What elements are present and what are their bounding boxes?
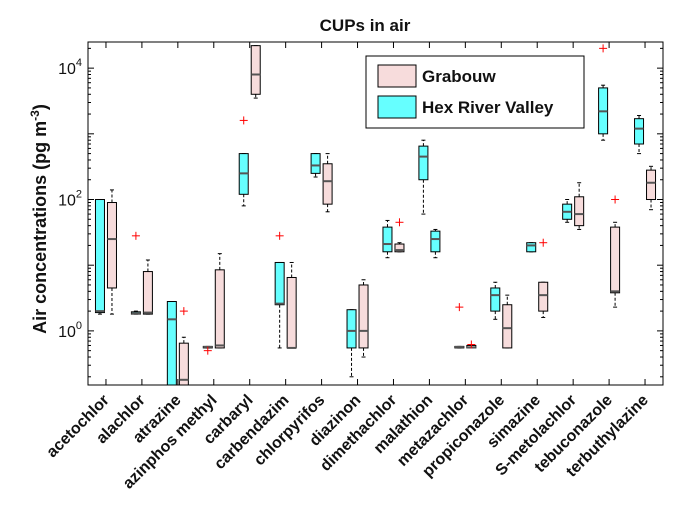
box-body xyxy=(94,199,105,314)
box-hex-river-valley-diazinon xyxy=(346,309,357,378)
box-body xyxy=(250,45,261,95)
box-hex-river-valley-propiconazole xyxy=(490,281,501,320)
box-body xyxy=(538,281,549,312)
box-body xyxy=(310,153,321,174)
box-hex-river-valley-simazine xyxy=(526,242,537,253)
box-body xyxy=(166,301,177,386)
box-body xyxy=(634,118,645,145)
outlier-marker xyxy=(179,307,188,316)
outlier-marker xyxy=(131,231,140,240)
y-tick-label: 100 xyxy=(58,320,82,341)
box-grabouw-carbaryl xyxy=(250,45,261,99)
y-axis-label-text: Air concentrations (pg m xyxy=(30,121,50,334)
chart-title: CUPs in air xyxy=(320,16,411,35)
box-body xyxy=(610,226,621,294)
box-grabouw-acetochlor xyxy=(106,189,117,315)
legend-label-hex-river-valley: Hex River Valley xyxy=(422,98,554,117)
box-body xyxy=(214,269,225,349)
outlier-marker xyxy=(599,44,608,53)
box-body xyxy=(418,145,429,181)
box-grabouw-terbuthylazine xyxy=(646,165,657,211)
box-hex-river-valley-malathion xyxy=(430,228,441,259)
box-body xyxy=(286,276,297,349)
box-grabouw-diazinon xyxy=(358,279,369,358)
box-hex-river-valley-tebuconazole xyxy=(598,44,609,141)
outlier-marker xyxy=(455,303,464,312)
box-grabouw-propiconazole xyxy=(502,294,513,349)
box-hex-river-valley-terbuthylazine xyxy=(634,115,645,155)
box-grabouw-chlorpyrifos xyxy=(322,153,333,213)
box-body xyxy=(382,226,393,253)
outlier-marker xyxy=(203,346,212,355)
outlier-marker xyxy=(611,195,620,204)
box-body xyxy=(490,287,501,312)
box-body xyxy=(106,202,117,289)
y-axis-label-superscript: -3 xyxy=(28,110,42,121)
box-hex-river-valley-chlorpyrifos xyxy=(310,153,321,178)
box-body xyxy=(502,304,513,349)
box-body xyxy=(574,196,585,227)
box-body xyxy=(178,342,189,386)
box-grabouw-s-metolachlor xyxy=(574,182,585,230)
box-grabouw-metazachlor xyxy=(466,340,477,349)
box-hex-river-valley-alachlor xyxy=(130,231,141,315)
y-axis-label: Air concentrations (pg m-3) xyxy=(28,104,50,334)
box-body xyxy=(526,242,537,253)
svg-text:Air concentrations (pg m-3): Air concentrations (pg m-3) xyxy=(28,104,50,334)
box-hex-river-valley-azinphos-methyl xyxy=(202,345,213,355)
box-grabouw-atrazine xyxy=(178,307,189,386)
box-hex-river-valley-malathion xyxy=(418,139,429,215)
legend-swatch-hex-river-valley xyxy=(377,95,417,119)
box-grabouw-tebuconazole xyxy=(610,195,621,308)
legend-swatch-grabouw xyxy=(377,64,417,88)
box-body xyxy=(430,230,441,253)
box-hex-river-valley-s-metolachlor xyxy=(562,199,573,223)
box-grabouw-simazine xyxy=(538,238,549,318)
y-axis-label-close: ) xyxy=(30,104,50,110)
outlier-marker xyxy=(539,238,548,247)
box-grabouw-azinphos-methyl xyxy=(214,253,225,349)
legend-label-grabouw: Grabouw xyxy=(422,67,496,86)
box-body xyxy=(322,163,333,205)
box-body xyxy=(142,271,153,315)
outlier-marker xyxy=(395,218,404,227)
outlier-marker xyxy=(239,116,248,125)
box-hex-river-valley-atrazine xyxy=(166,301,177,386)
box-body xyxy=(358,284,369,349)
box-body xyxy=(274,261,285,306)
box-body xyxy=(346,309,357,349)
outlier-marker xyxy=(275,231,284,240)
y-tick-label: 102 xyxy=(58,189,82,210)
legend: Grabouw Hex River Valley xyxy=(365,55,585,129)
box-hex-river-valley-dimethachlor xyxy=(382,219,393,259)
plot-frame xyxy=(87,41,664,386)
box-body xyxy=(394,243,405,253)
plot-layer: 100102104acetochloralachloratrazineazinp… xyxy=(44,41,664,492)
box-grabouw-dimethachlor xyxy=(394,218,405,253)
box-hex-river-valley-acetochlor xyxy=(94,199,105,315)
box-grabouw-alachlor xyxy=(142,259,153,315)
box-hex-river-valley-carbaryl xyxy=(238,116,249,207)
y-tick-label: 104 xyxy=(58,57,82,78)
box-grabouw-carbendazim xyxy=(286,261,297,349)
outlier-marker xyxy=(467,340,476,349)
box-body xyxy=(646,169,657,201)
box-hex-river-valley-carbendazim xyxy=(274,231,285,349)
box-hex-river-valley-metazachlor xyxy=(454,303,465,349)
